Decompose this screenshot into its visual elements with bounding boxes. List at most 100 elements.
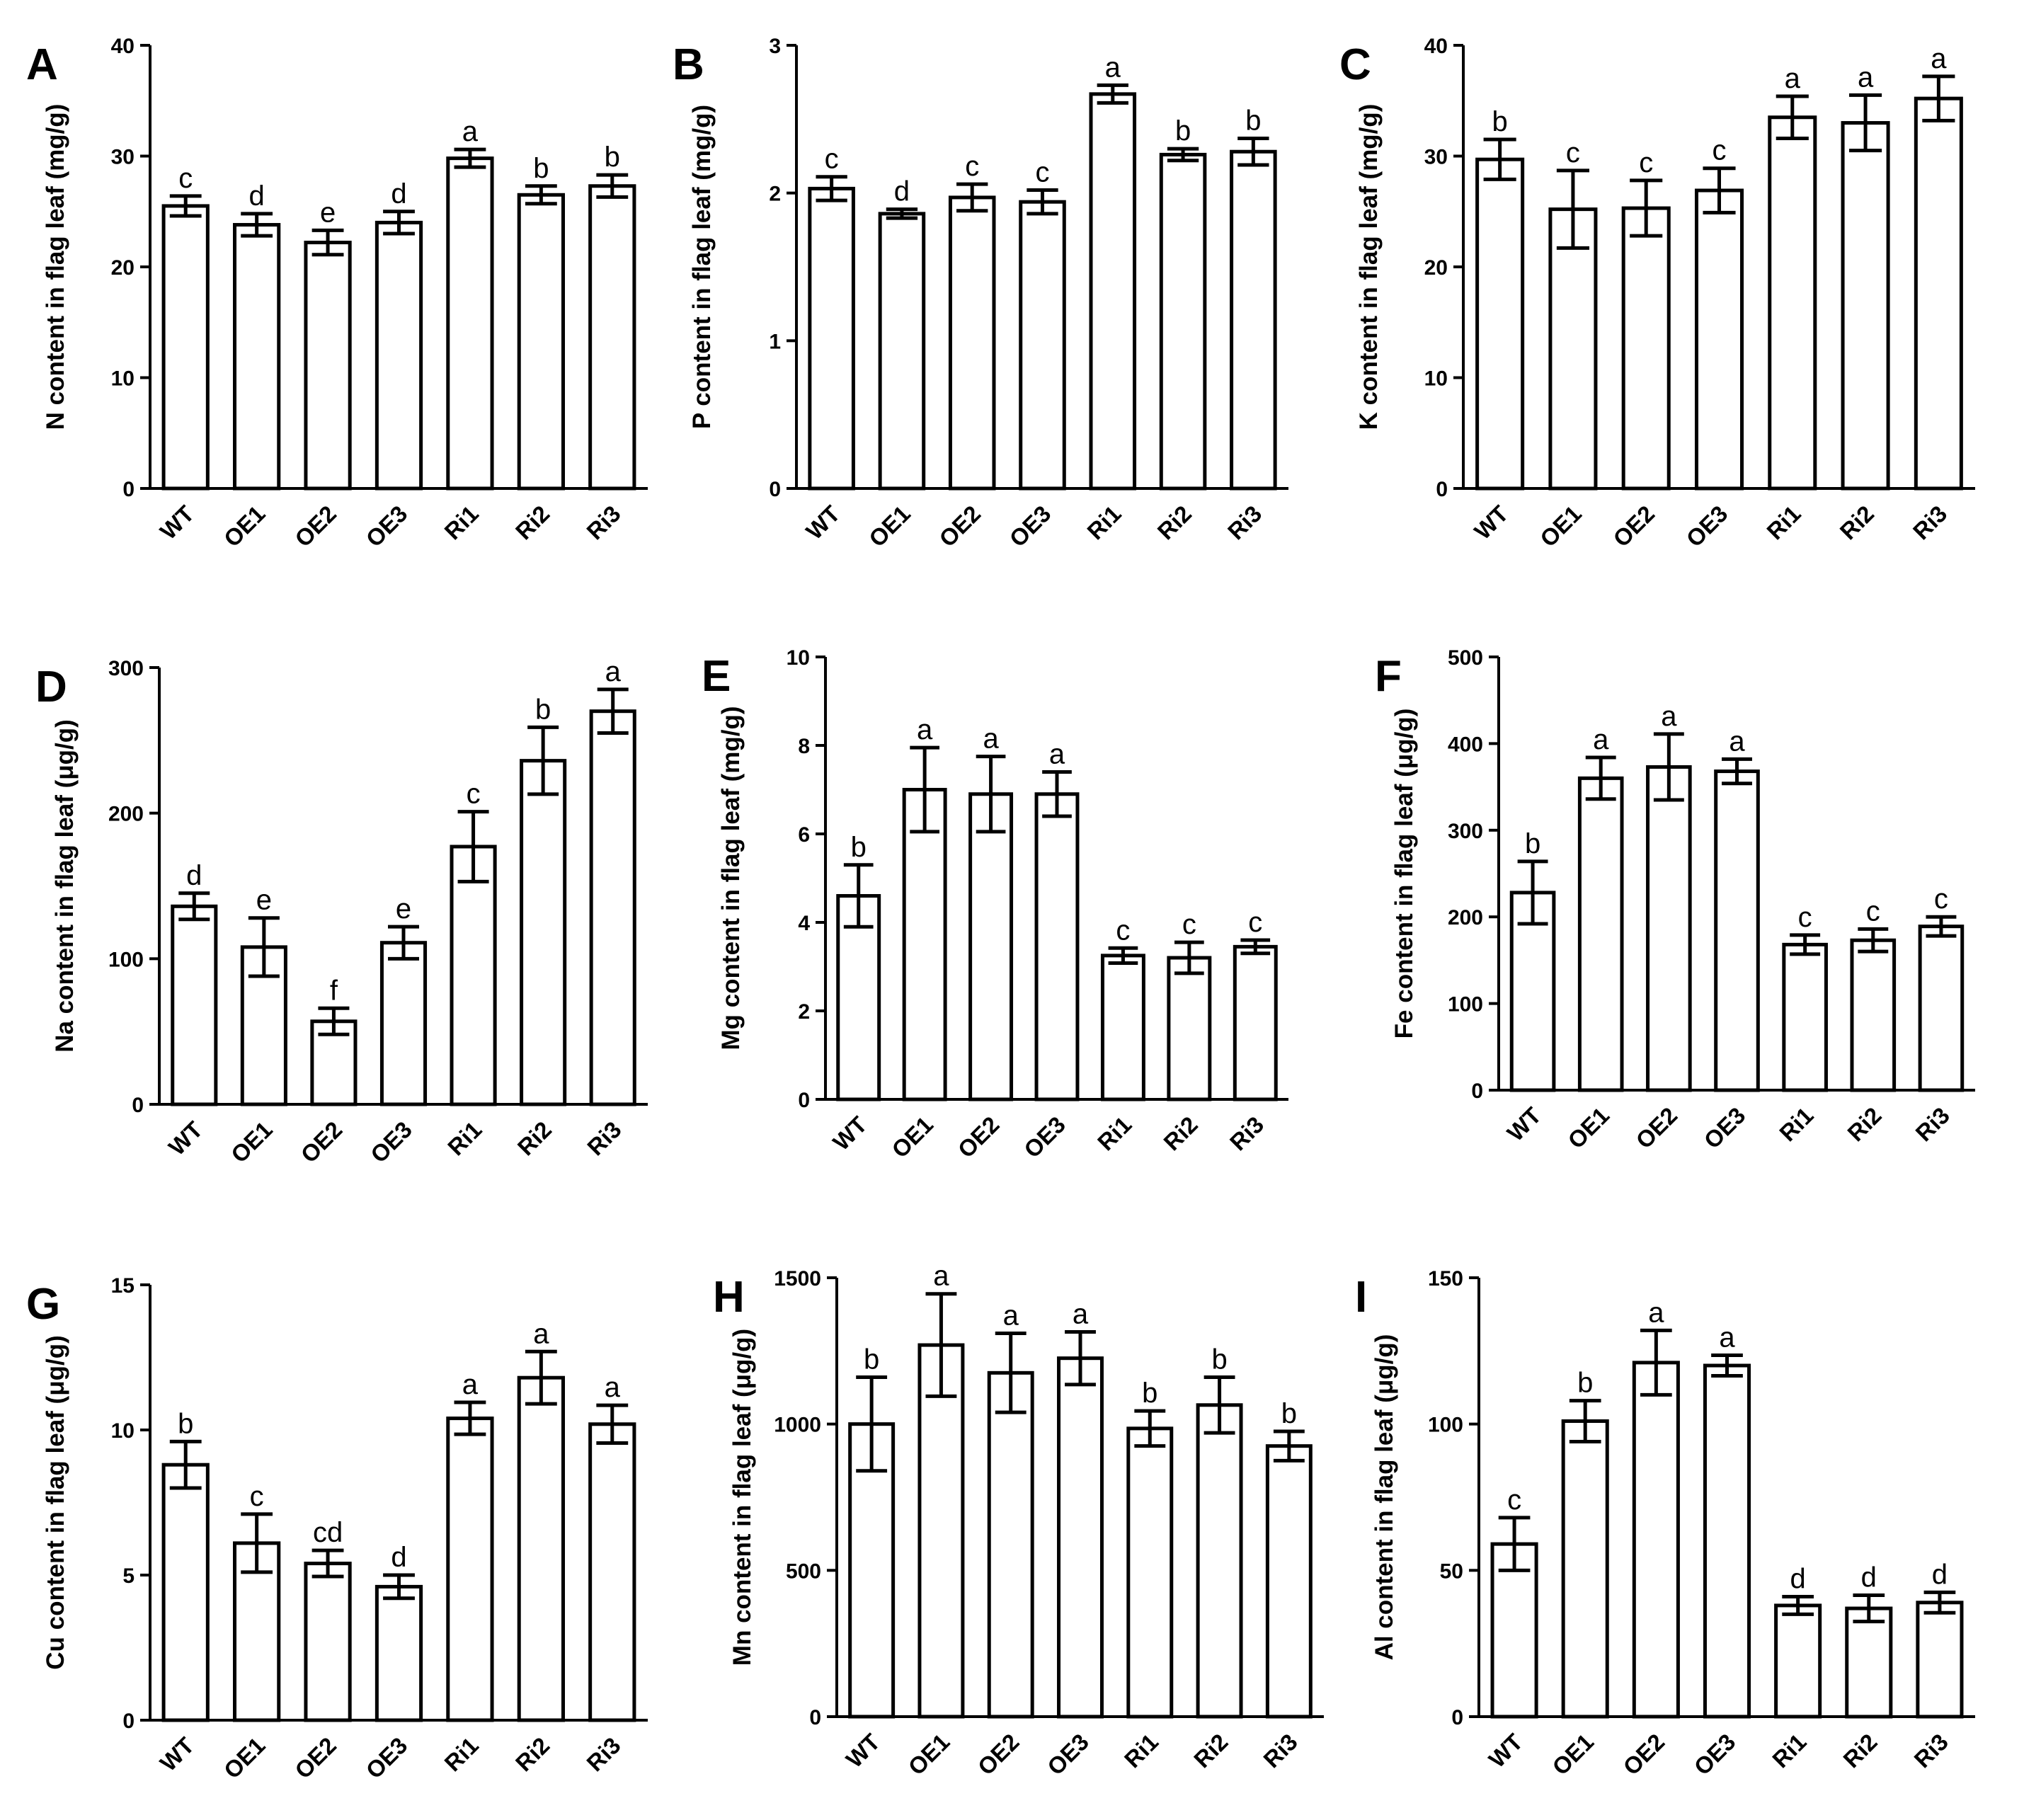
- significance-letter-F-OE1: a: [1593, 724, 1609, 755]
- y-tick-label-G: 10: [111, 1419, 135, 1443]
- y-tick-label-F: 500: [1448, 646, 1483, 670]
- bar-C-Ri3: [1914, 96, 1963, 491]
- y-tick-label-I: 0: [1451, 1706, 1463, 1729]
- significance-letter-B-Ri1: a: [1105, 52, 1121, 83]
- x-tick-label-F-OE3: OE3: [1699, 1102, 1751, 1154]
- bar-I-Ri2: [1845, 1606, 1893, 1719]
- x-tick-label-F-Ri2: Ri2: [1842, 1102, 1886, 1146]
- significance-letter-F-Ri2: c: [1866, 895, 1880, 927]
- x-tick-label-E-Ri1: Ri1: [1092, 1111, 1136, 1155]
- x-tick-label-G-OE1: OE1: [219, 1732, 270, 1784]
- significance-letter-B-OE2: c: [965, 151, 979, 182]
- bar-I-OE1: [1561, 1419, 1609, 1719]
- significance-letter-A-OE2: e: [320, 197, 336, 228]
- bar-A-OE2: [304, 241, 352, 491]
- x-tick-label-F-OE1: OE1: [1562, 1102, 1614, 1154]
- bar-H-Ri1: [1126, 1426, 1174, 1719]
- x-tick-label-I-Ri1: Ri1: [1767, 1729, 1811, 1773]
- x-tick-label-E-OE1: OE1: [886, 1111, 938, 1163]
- bar-E-Ri1: [1100, 954, 1145, 1101]
- bar-I-Ri1: [1774, 1603, 1822, 1719]
- x-tick-label-E-OE3: OE3: [1019, 1111, 1070, 1163]
- x-tick-label-C-OE2: OE2: [1608, 500, 1659, 552]
- significance-letter-E-OE1: a: [917, 714, 933, 745]
- significance-letter-B-Ri2: b: [1175, 115, 1191, 147]
- x-tick-label-A-OE1: OE1: [219, 500, 270, 552]
- y-axis-label-C: K content in flag leaf (mg/g): [1355, 104, 1383, 430]
- y-tick-label-G: 15: [111, 1274, 135, 1298]
- significance-letter-H-OE3: a: [1073, 1298, 1089, 1329]
- y-tick-label-G: 0: [122, 1710, 135, 1733]
- significance-letter-D-OE2: f: [330, 975, 338, 1006]
- x-tick-label-C-OE3: OE3: [1681, 500, 1733, 552]
- x-tick-label-E-OE2: OE2: [953, 1111, 1005, 1163]
- x-tick-label-C-Ri1: Ri1: [1761, 500, 1805, 544]
- significance-letter-H-OE1: a: [933, 1261, 949, 1292]
- x-tick-label-B-OE3: OE3: [1005, 500, 1056, 552]
- bar-B-Ri3: [1230, 149, 1277, 491]
- x-tick-label-I-OE1: OE1: [1547, 1729, 1599, 1780]
- x-tick-label-G-OE2: OE2: [290, 1732, 341, 1784]
- panel-letter-C: C: [1339, 40, 1371, 89]
- x-tick-label-A-Ri1: Ri1: [439, 500, 483, 544]
- x-tick-label-C-WT: WT: [1469, 500, 1513, 544]
- y-tick-label-C: 0: [1436, 478, 1448, 501]
- y-tick-label-H: 1000: [774, 1414, 821, 1437]
- x-tick-label-D-OE3: OE3: [365, 1116, 417, 1168]
- significance-letter-D-OE3: e: [396, 893, 411, 925]
- significance-letter-F-OE2: a: [1661, 701, 1677, 732]
- bar-C-Ri1: [1768, 115, 1817, 491]
- significance-letter-A-Ri2: b: [533, 153, 549, 184]
- x-tick-label-H-OE3: OE3: [1042, 1729, 1094, 1780]
- bar-H-Ri2: [1196, 1403, 1243, 1719]
- y-tick-label-B: 2: [769, 183, 781, 206]
- bar-H-WT: [848, 1422, 896, 1719]
- y-tick-label-E: 8: [798, 735, 810, 758]
- x-tick-label-A-Ri2: Ri2: [510, 500, 554, 544]
- x-tick-label-B-Ri2: Ri2: [1153, 500, 1196, 544]
- significance-letter-D-Ri2: b: [535, 694, 551, 725]
- bar-E-OE2: [968, 792, 1014, 1101]
- y-tick-label-A: 40: [111, 35, 135, 58]
- significance-letter-D-Ri1: c: [467, 779, 481, 810]
- bar-D-Ri1: [450, 845, 497, 1106]
- significance-letter-F-Ri3: c: [1934, 883, 1948, 915]
- x-tick-label-B-Ri1: Ri1: [1082, 500, 1126, 544]
- significance-letter-B-OE3: c: [1036, 156, 1050, 188]
- x-tick-label-E-Ri2: Ri2: [1158, 1111, 1202, 1155]
- bar-F-OE2: [1646, 765, 1692, 1092]
- significance-letter-C-Ri1: a: [1785, 63, 1801, 94]
- x-tick-label-D-Ri1: Ri1: [442, 1116, 486, 1160]
- x-tick-label-F-Ri1: Ri1: [1774, 1102, 1818, 1146]
- bar-B-OE1: [878, 212, 926, 491]
- y-tick-label-E: 10: [787, 646, 810, 670]
- significance-letter-A-OE3: d: [391, 178, 406, 210]
- panel-letter-A: A: [26, 40, 58, 89]
- y-tick-label-I: 100: [1428, 1414, 1463, 1437]
- bar-C-Ri2: [1841, 121, 1890, 491]
- bar-F-Ri1: [1782, 942, 1828, 1092]
- y-tick-label-D: 0: [132, 1094, 144, 1117]
- significance-letter-A-Ri1: a: [462, 116, 479, 147]
- x-tick-label-A-OE2: OE2: [290, 500, 341, 552]
- bar-E-Ri2: [1167, 956, 1212, 1101]
- significance-letter-G-OE3: d: [391, 1542, 406, 1573]
- bar-A-OE1: [233, 223, 281, 491]
- y-tick-label-E: 6: [798, 823, 810, 847]
- bar-D-Ri2: [520, 759, 567, 1106]
- panel-letter-D: D: [35, 663, 67, 711]
- y-tick-label-F: 100: [1448, 993, 1483, 1017]
- x-tick-label-B-OE1: OE1: [864, 500, 915, 552]
- bar-C-WT: [1475, 157, 1525, 491]
- x-tick-label-B-Ri3: Ri3: [1223, 500, 1267, 544]
- bar-A-OE3: [375, 220, 423, 491]
- bar-B-OE3: [1019, 200, 1066, 491]
- significance-letter-B-Ri3: b: [1245, 105, 1261, 136]
- bar-F-Ri3: [1918, 925, 1965, 1092]
- bar-I-Ri3: [1916, 1601, 1964, 1719]
- significance-letter-I-OE2: a: [1648, 1297, 1664, 1328]
- bar-G-Ri1: [446, 1416, 494, 1722]
- x-tick-label-B-WT: WT: [801, 500, 845, 544]
- significance-letter-E-OE2: a: [983, 723, 999, 755]
